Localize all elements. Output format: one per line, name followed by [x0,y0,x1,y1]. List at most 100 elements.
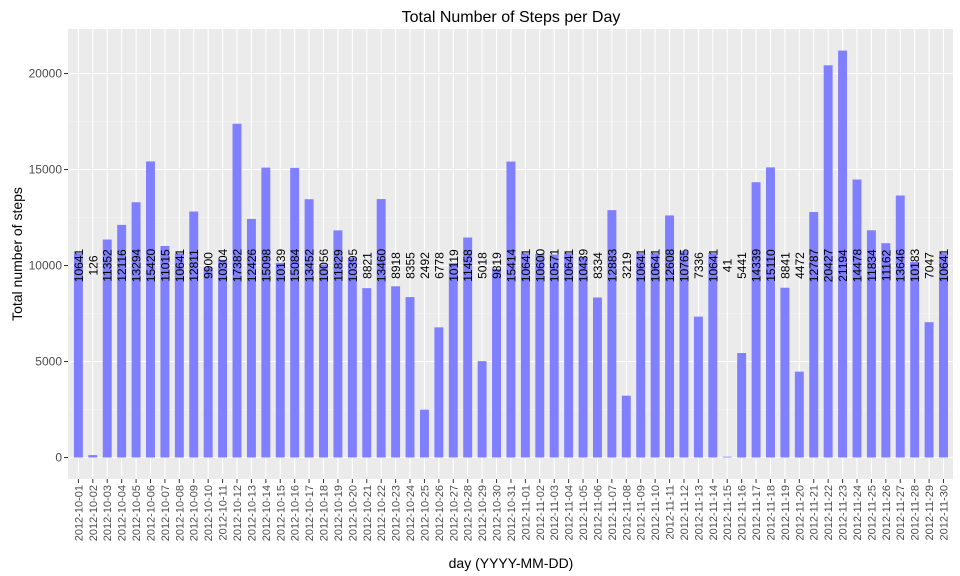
bar [520,253,530,458]
x-tick-label: 2012-11-02 [535,485,547,540]
bar [362,288,372,458]
bar [160,246,170,458]
data-label: 12883 [605,248,619,282]
data-label: 13294 [130,248,144,282]
bar [391,286,401,458]
data-label: 7047 [923,252,937,279]
bar [203,267,213,458]
data-label: 5018 [476,252,490,279]
data-label: 10641 [72,248,86,282]
x-axis-title: day (YYYY-MM-DD) [449,555,574,571]
bar [809,211,819,458]
data-label: 10641 [649,248,663,282]
bar [535,253,545,458]
bar [766,167,775,458]
bar [823,65,833,458]
data-label: 12787 [807,248,821,282]
data-label: 8918 [389,252,403,279]
x-tick-label: 2012-11-03 [549,485,561,540]
bar [506,161,516,458]
data-label: 8355 [404,252,418,279]
data-label: 4472 [793,252,807,279]
data-label: 10395 [346,248,360,282]
data-label: 10139 [274,248,288,282]
data-label: 12426 [245,248,259,282]
bar [146,161,155,458]
data-label: 9900 [202,252,216,279]
x-tick-label: 2012-11-16 [737,485,749,540]
bar [636,253,646,458]
bar [261,167,271,458]
y-tick-label: 20000 [29,67,63,81]
data-label: 10641 [706,248,720,282]
y-axis: 0 5000 10000 15000 20000 [29,67,68,465]
data-label: 21194 [836,249,850,282]
data-label: 15098 [259,248,273,282]
data-label: 17382 [231,248,245,282]
data-label: 11829 [331,249,345,282]
x-tick-label: 2012-11-14 [708,485,720,540]
data-label: 5441 [735,252,749,279]
data-label: 14339 [750,248,764,282]
data-label: 10641 [519,248,533,282]
x-tick-label: 2012-11-25 [866,485,878,540]
bar [463,237,473,458]
x-tick-label: 2012-10-02 [88,485,100,541]
bar [319,264,328,458]
data-label: 13452 [303,248,317,282]
bar [434,327,444,458]
x-tick-label: 2012-10-23 [391,485,403,541]
bar [448,263,458,458]
bar [607,210,617,458]
bar [549,254,559,458]
x-tick-label: 2012-11-06 [592,485,604,540]
data-label: 3219 [620,252,634,279]
x-tick-label: 2012-10-08 [174,485,186,541]
data-label: 15084 [288,248,302,282]
bar [650,253,660,458]
bar [131,202,141,458]
data-label: 11352 [101,249,115,282]
bar [376,199,386,458]
x-tick-label: 2012-10-30 [492,485,504,541]
data-label: 10641 [937,248,951,282]
x-tick-label: 2012-11-13 [693,485,705,540]
x-axis: 2012-10-01 2012-10-02 2012-10-03 2012-10-04… [73,479,951,541]
x-tick-label: 2012-10-22 [376,485,388,541]
data-label: 12811 [187,249,201,282]
bar [218,259,228,458]
x-tick-label: 2012-10-28 [463,485,475,541]
x-tick-label: 2012-11-27 [895,485,907,540]
bar [737,353,747,458]
bar [708,253,718,458]
data-label: 14478 [850,248,864,282]
bar [665,215,675,458]
data-label: 10641 [562,248,576,282]
bar [592,297,602,458]
data-label: 15414 [504,248,518,282]
x-tick-label: 2012-11-28 [910,485,922,540]
bar [910,261,920,458]
bar [117,224,127,458]
data-label: 13460 [375,248,389,282]
bar [838,50,848,458]
x-tick-label: 2012-11-11 [665,485,677,540]
bar [88,455,98,458]
x-tick-label: 2012-10-29 [477,485,489,541]
data-label: 11458 [461,249,475,282]
bar [578,257,588,458]
bar [939,253,948,458]
bar [895,195,905,458]
x-tick-label: 2012-11-29 [924,485,936,540]
x-tick-label: 2012-10-16 [290,485,302,541]
x-tick-label: 2012-10-07 [160,485,172,541]
bar [881,243,891,458]
bar [73,253,83,458]
bars [73,50,948,458]
x-tick-label: 2012-11-09 [636,485,648,540]
x-tick-label: 2012-11-08 [621,485,633,540]
bar [794,371,804,458]
data-label: 13646 [894,248,908,282]
data-label: 10641 [173,248,187,282]
